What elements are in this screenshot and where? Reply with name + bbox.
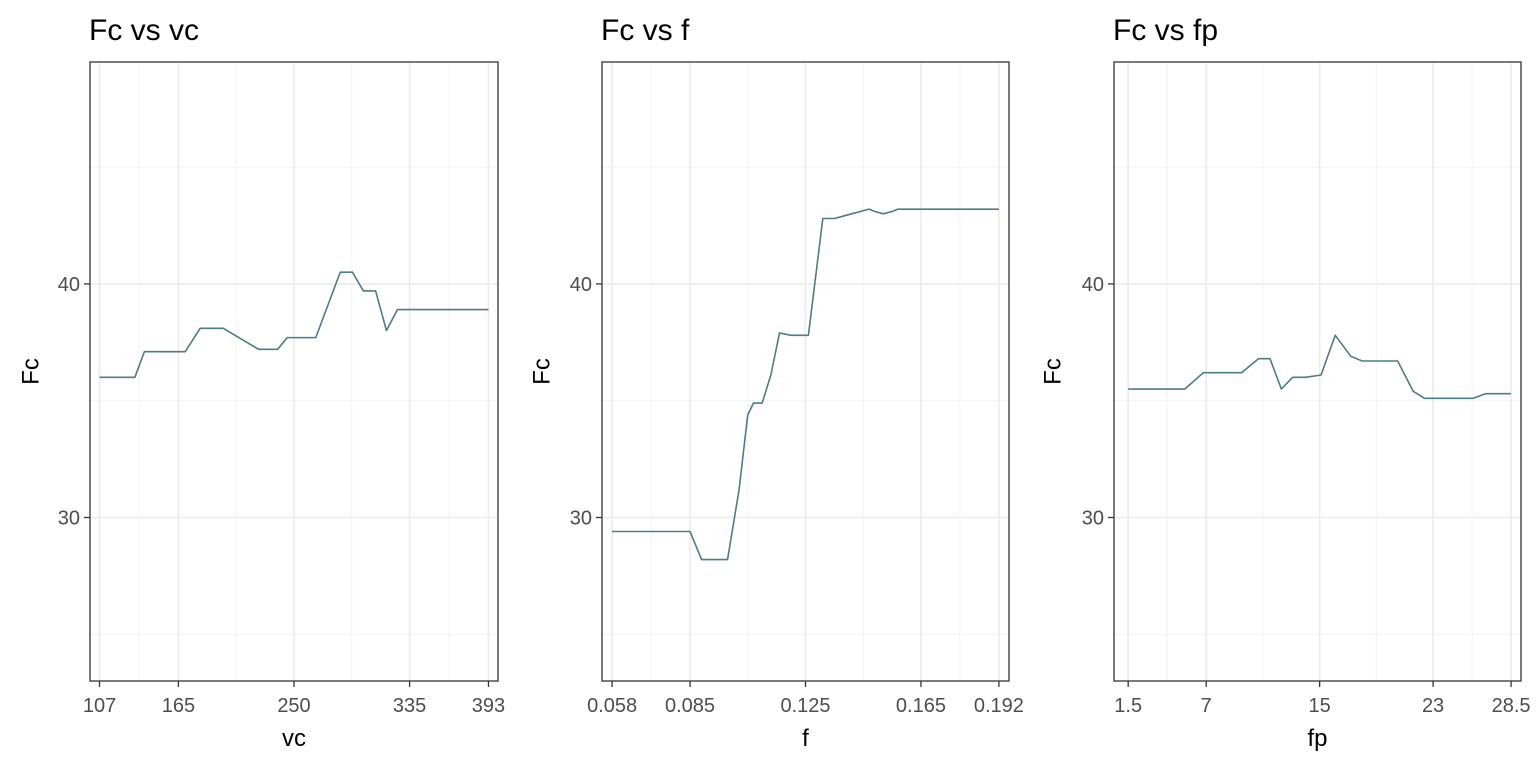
y-tick-label: 40: [1082, 274, 1104, 296]
y-tick-label: 30: [1082, 507, 1104, 529]
x-tick-label: 15: [1309, 695, 1331, 717]
x-tick-label: 0.058: [587, 695, 637, 717]
x-axis-title: fp: [1307, 725, 1327, 752]
x-tick-label: 1.5: [1114, 695, 1142, 717]
chart-title: Fc vs f: [601, 14, 690, 47]
y-axis-title: Fc: [17, 358, 44, 385]
plot-background: [1114, 62, 1521, 681]
x-tick-label: 7: [1201, 695, 1212, 717]
chart-panel-3: 1.5 7 15 23 28.5 30 40 Fc vs fp fp Fc: [1039, 14, 1530, 752]
series-line: [1128, 334, 1512, 400]
x-axis-title: vc: [282, 725, 306, 752]
chart-panel-1: 107 165 250 335 393 30 40 Fc vs vc vc Fc: [17, 14, 505, 752]
x-tick-label: 23: [1422, 695, 1444, 717]
series-line: [99, 271, 489, 379]
series-line: [612, 208, 999, 561]
x-tick-label: 165: [162, 695, 195, 717]
y-tick-label: 30: [58, 507, 80, 529]
x-tick-label: 0.192: [974, 695, 1024, 717]
x-tick-label: 393: [472, 695, 505, 717]
x-tick-label: 250: [277, 695, 310, 717]
x-tick-label: 0.125: [780, 695, 830, 717]
y-tick-label: 30: [570, 507, 592, 529]
y-tick-label: 40: [58, 274, 80, 296]
chart-panel-2: 0.058 0.085 0.125 0.165 0.192 30 40 Fc vs f f Fc: [528, 14, 1024, 752]
x-tick-label: 107: [83, 695, 116, 717]
x-tick-label: 28.5: [1492, 695, 1531, 717]
plot-border: [1113, 61, 1522, 682]
chart-title: Fc vs fp: [1113, 14, 1218, 47]
y-axis-title: Fc: [1039, 358, 1066, 385]
x-axis-title: f: [802, 725, 809, 752]
x-tick-label: 0.165: [896, 695, 946, 717]
y-tick-label: 40: [570, 274, 592, 296]
chart-title: Fc vs vc: [89, 14, 199, 47]
x-tick-label: 0.085: [665, 695, 715, 717]
x-tick-label: 335: [393, 695, 426, 717]
y-axis-title: Fc: [528, 358, 555, 385]
